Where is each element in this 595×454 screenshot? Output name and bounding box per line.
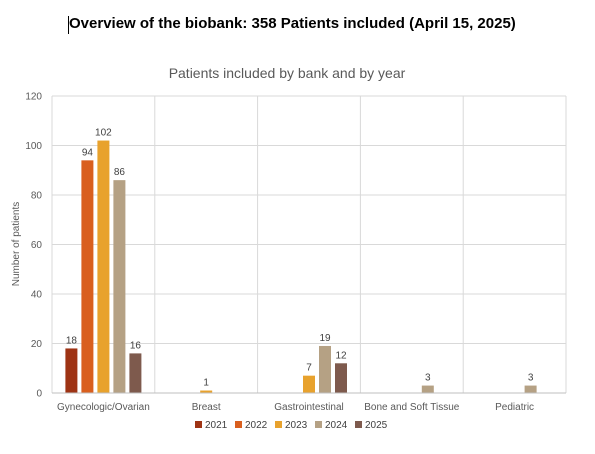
legend-label-2024: 2024 [325,420,348,431]
bars [65,140,537,393]
data-label: 102 [95,128,112,139]
bar-2024 [524,385,537,393]
y-axis-label: Number of patients [11,202,22,287]
x-tick-label: Breast [192,402,221,413]
legend-label-2023: 2023 [285,420,308,431]
bar-2025 [335,363,347,393]
x-tick-label: Gynecologic/Ovarian [57,402,150,413]
y-tick-label: 120 [25,92,42,103]
data-label: 86 [114,167,126,178]
y-tick-label: 40 [31,290,43,301]
page-heading: Overview of the biobank: 358 Patients in… [69,15,516,32]
bar-2023 [97,140,110,393]
legend-label-2021: 2021 [205,420,228,431]
y-tick-label: 60 [31,240,43,251]
legend-swatch-2022 [235,421,242,428]
text-cursor [68,16,69,34]
data-label: 16 [130,340,142,351]
gridlines [51,95,567,394]
axes: 0 20 40 60 80 100 120 Gynecologic/Ovarian Breast… [25,92,566,413]
chart-title: Patients included by bank and by year [169,65,406,81]
x-tick-label: Bone and Soft Tissue [364,402,460,413]
bar-2023 [200,390,213,393]
legend-swatch-2024 [315,421,322,428]
legend-swatch-2023 [275,421,282,428]
data-label: 7 [306,363,312,374]
x-tick-label: Pediatric [495,402,534,413]
data-label: 18 [66,335,78,346]
legend: 2021 2022 2023 2024 2025 [195,420,388,431]
data-label: 3 [528,373,534,384]
data-label: 1 [203,378,209,389]
legend-label-2025: 2025 [365,420,388,431]
data-label: 94 [82,147,94,158]
legend-swatch-2021 [195,421,202,428]
bar-2022 [81,160,94,393]
y-tick-label: 20 [31,339,43,350]
legend-swatch-2025 [355,421,362,428]
y-tick-label: 0 [36,389,42,400]
data-label: 3 [425,373,431,384]
bar-2024 [421,385,434,393]
bar-2024 [319,345,331,393]
legend-label-2022: 2022 [245,420,268,431]
data-label: 12 [335,350,347,361]
data-label: 19 [319,333,331,344]
bar-2023 [303,375,315,393]
bar-2021 [65,348,78,393]
y-tick-label: 80 [31,191,43,202]
bar-2025 [129,353,142,393]
y-tick-label: 100 [25,141,42,152]
bar-2024 [113,180,126,393]
x-tick-label: Gastrointestinal [274,402,343,413]
